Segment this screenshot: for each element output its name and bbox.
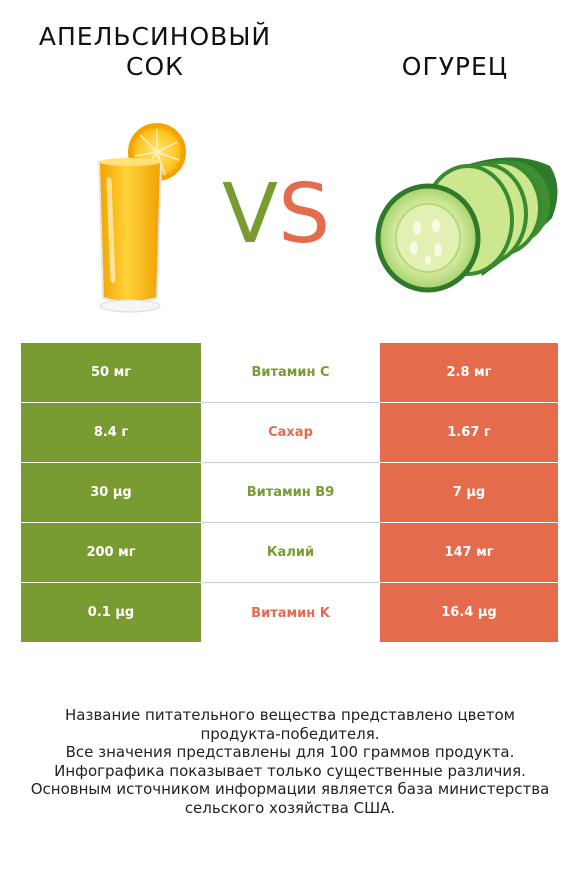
nutrient-name-cell: Витамин K [201,583,380,643]
left-value-cell: 0.1 µg [21,583,201,643]
vs-label: VS [222,165,330,265]
left-title-line2: СОК [126,52,184,81]
comparison-table: 50 мг Витамин C 2.8 мг 8.4 г Сахар 1.67 г 30 µ… [21,343,558,643]
footer-line: Название питательного вещества представл… [65,706,515,724]
right-value-cell: 147 мг [380,523,558,583]
left-value-cell: 200 мг [21,523,201,583]
footer-notes: Название питательного вещества представл… [20,706,560,817]
right-value-cell: 16.4 µg [380,583,558,643]
footer-line: Инфографика показывает только существенн… [54,761,526,780]
table-row: 30 µg Витамин B9 7 µg [21,463,558,523]
nutrient-name-cell: Витамин B9 [201,463,380,523]
table-row: 0.1 µg Витамин K 16.4 µg [21,583,558,643]
left-product-title: АПЕЛЬСИНОВЫЙ СОК [25,22,285,82]
right-value-cell: 7 µg [380,463,558,523]
vs-v: V [222,167,279,262]
table-row: 200 мг Калий 147 мг [21,523,558,583]
right-value-cell: 1.67 г [380,403,558,463]
nutrient-name-cell: Сахар [201,403,380,463]
left-title-line1: АПЕЛЬСИНОВЫЙ [38,22,272,51]
table-row: 50 мг Витамин C 2.8 мг [21,343,558,403]
footer-line: Все значения представлены для 100 граммо… [65,743,515,761]
right-value-cell: 2.8 мг [380,343,558,403]
vs-s: S [278,167,331,262]
footer-line: Основным источником информации является … [30,780,550,798]
nutrient-name-cell: Витамин C [201,343,380,403]
table-row: 8.4 г Сахар 1.67 г [21,403,558,463]
footer-line: продукта-победителя. [200,724,380,743]
nutrient-name-cell: Калий [201,523,380,583]
left-value-cell: 30 µg [21,463,201,523]
left-value-cell: 8.4 г [21,403,201,463]
footer-line: сельского хозяйства США. [184,798,396,817]
left-value-cell: 50 мг [21,343,201,403]
orange-juice-image [85,120,195,324]
right-product-title: ОГУРЕЦ [401,52,509,81]
cucumber-image [372,148,562,302]
